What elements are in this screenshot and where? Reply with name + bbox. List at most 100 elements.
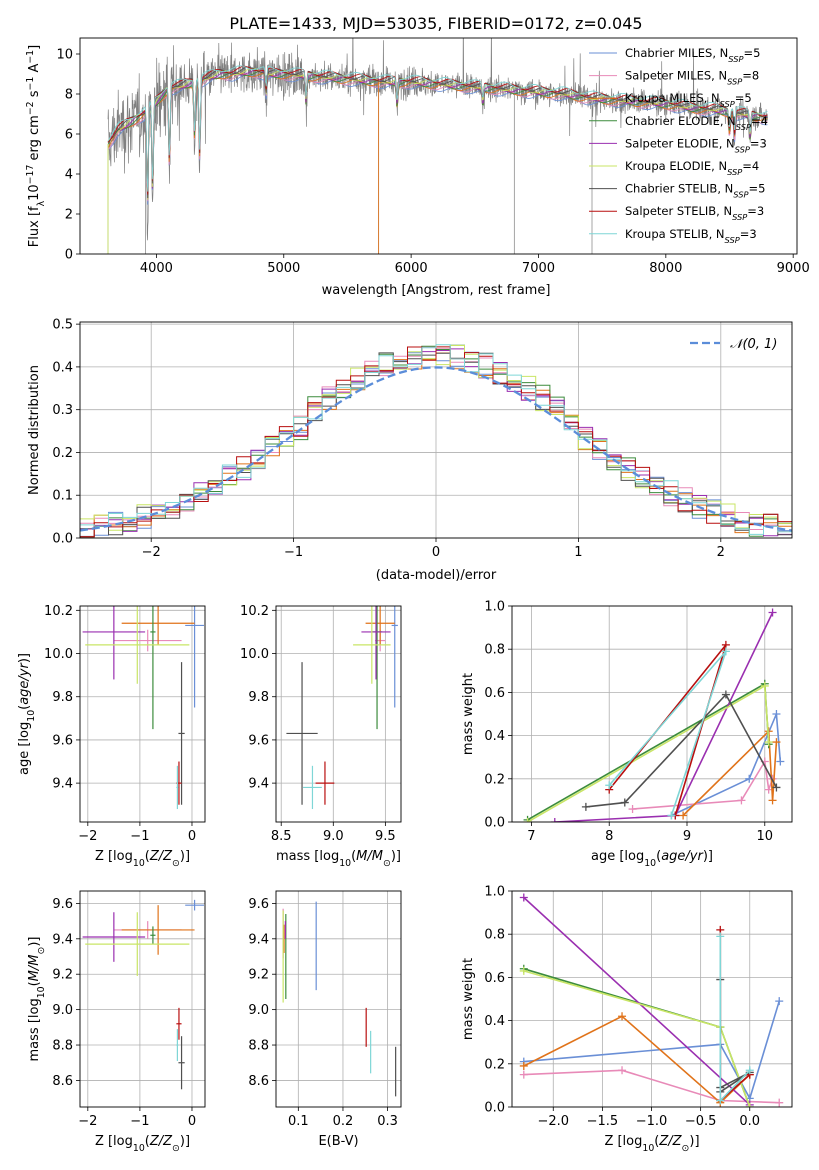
- y-tick-label: 9.2: [248, 968, 269, 983]
- legend-label-kroupa-elodie: Kroupa ELODIE, NSSP=4: [625, 159, 759, 177]
- x-tick-label: 9.0: [323, 829, 344, 844]
- x-tick-label: 7: [527, 829, 535, 844]
- x-tick-label: 2: [717, 545, 725, 560]
- x-tick-label: 0.2: [333, 1114, 354, 1129]
- legend-label-kroupa-miles: Kroupa MILES, NSSP=5: [625, 91, 752, 109]
- label-part: erg cm: [27, 115, 42, 164]
- axes-frame: [79, 605, 206, 823]
- y-tick-label: 0.4: [484, 1014, 505, 1029]
- label-part: 10: [133, 858, 145, 869]
- y-tick-label: 9.6: [52, 733, 73, 748]
- point-salpeter-elodie: [82, 912, 146, 962]
- label-part: )]: [180, 849, 190, 864]
- weight-marker-kroupa-stelib: [721, 647, 730, 656]
- point-chabrier-stelib: [178, 662, 185, 805]
- x-tick-label: 0: [188, 1114, 196, 1129]
- x-tick-label: −1: [130, 829, 149, 844]
- point-kroupa-stelib: [176, 1029, 179, 1061]
- label-part: SSP: [736, 122, 751, 132]
- y-axis-label: mass [log10(M/M⊙)]: [27, 937, 47, 1062]
- label-part: Z/Z: [658, 1134, 682, 1149]
- plot-area: [523, 608, 785, 822]
- y-tick-label: 1.0: [484, 600, 505, 615]
- label-part: )]: [180, 1134, 190, 1149]
- point-chabrier-miles: [391, 606, 398, 708]
- y-tick-label: 9.0: [52, 1003, 73, 1018]
- point-kroupa-miles: [121, 606, 195, 645]
- y-axis-label: Flux [fλ10−17 erg cm−2 s−1 A−1]: [25, 45, 47, 247]
- y-tick-label: 1.0: [484, 885, 505, 900]
- x-tick-label: −2: [142, 545, 161, 560]
- y-tick-label: 8.6: [248, 1074, 269, 1089]
- x-tick-label: −0.5: [685, 1114, 717, 1129]
- weight-line-chabrier-elodie: [523, 968, 751, 1107]
- point-kroupa-elodie: [85, 606, 190, 684]
- x-tick-label: −2.0: [537, 1114, 569, 1129]
- weight-marker-salpeter-miles: [775, 1098, 784, 1107]
- plot-area: [80, 344, 792, 538]
- label-part: )]: [27, 937, 42, 947]
- label-part: ⊙: [172, 1143, 180, 1154]
- label-part: (: [351, 849, 356, 864]
- x-tick-label: 9: [683, 829, 691, 844]
- point-kroupa-stelib: [176, 765, 179, 810]
- weight-marker-kroupa-elodie: [523, 818, 532, 822]
- histogram-step-kroupa-elodie: [80, 345, 792, 531]
- label-part: −2: [25, 101, 36, 115]
- x-tick-label: 0.0: [739, 1114, 760, 1129]
- histogram-step-salpeter-stelib: [80, 346, 792, 538]
- label-part: M/M: [356, 849, 383, 864]
- weight-marker-chabrier-miles: [772, 710, 781, 718]
- label-part: SSP: [728, 54, 743, 64]
- label-part: )]: [391, 849, 401, 864]
- point-kroupa-elodie: [353, 606, 391, 684]
- x-tick-label: −1: [130, 1114, 149, 1129]
- weight-marker-kroupa-stelib: [667, 811, 676, 820]
- weight-marker-salpeter-elodie: [768, 608, 777, 617]
- y-tick-label: 9.4: [52, 777, 73, 792]
- x-tick-label: 8.5: [271, 829, 292, 844]
- y-tick-label: 0.2: [484, 772, 505, 787]
- y-axis-label: mass weight: [461, 958, 476, 1040]
- weight-marker-kroupa-elodie: [519, 966, 528, 975]
- label-part: Kroupa STELIB, N: [625, 227, 725, 241]
- label-part: Chabrier ELODIE, N: [625, 114, 736, 128]
- weight-marker-kroupa-elodie: [760, 681, 769, 690]
- y-tick-label: 0.0: [484, 1101, 505, 1116]
- y-tick-label: 0.6: [484, 686, 505, 701]
- label-part: 10: [642, 1143, 654, 1154]
- y-tick-label: 0.0: [52, 532, 73, 547]
- legend-label-salpeter-miles: Salpeter MILES, NSSP=8: [625, 69, 759, 87]
- spectrum-axes: 4000 5000 6000 7000 8000 9000 0 2 4 6 8 10 wavelengt…: [25, 37, 810, 298]
- label-part: =5: [735, 91, 752, 105]
- axes-frame: [79, 321, 793, 539]
- y-tick-label: 9.6: [248, 897, 269, 912]
- x-tick-label: 9.5: [375, 829, 396, 844]
- weight-marker-chabrier-miles: [745, 774, 754, 783]
- legend-label-salpeter-stelib: Salpeter STELIB, NSSP=3: [625, 204, 764, 222]
- x-axis-label: (data-model)/error: [376, 568, 497, 583]
- label-part: SSP: [720, 99, 735, 109]
- mass-vs-z-axes: −2 −1 08.68.89.09.29.49.6Z [log10(Z/Z⊙)]ma…: [27, 890, 206, 1154]
- plot-area: [107, 38, 769, 254]
- label-part: =3: [747, 204, 764, 218]
- y-axis-label: mass weight: [461, 673, 476, 755]
- weight-line-salpeter-elodie: [523, 896, 751, 1106]
- x-tick-label: −1.5: [587, 1114, 619, 1129]
- label-part: −1: [25, 77, 36, 91]
- label-part: ⊙: [383, 858, 391, 869]
- y-tick-label: 9.6: [248, 733, 269, 748]
- label-part: mass [log: [27, 998, 42, 1061]
- model-line-kroupa-stelib: [107, 65, 768, 192]
- label-part: E(B-V): [318, 1134, 358, 1149]
- label-part: (: [654, 1134, 659, 1149]
- label-part: Z [log: [604, 1134, 642, 1149]
- y-tick-label: 9.4: [248, 777, 269, 792]
- mass-vs-ebv-axes: 0.1 0.2 0.3 8.6 8.8 9.0 9.2 9.4 9.6 E(B-V): [248, 890, 402, 1149]
- weight-marker-chabrier-miles: [776, 757, 785, 766]
- y-axis-label: age [log10(age/yr)]: [17, 653, 37, 775]
- label-part: ]: [27, 45, 42, 50]
- point-salpeter-stelib: [176, 1007, 182, 1040]
- x-axis-label: Z [log10(Z/Z⊙)]: [95, 1134, 190, 1154]
